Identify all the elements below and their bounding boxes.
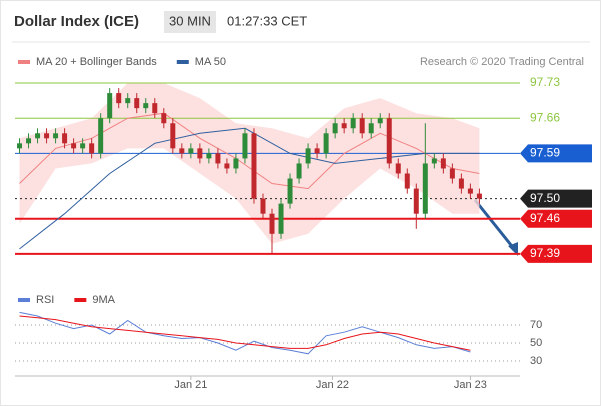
candle-body: [386, 118, 392, 164]
candle-body: [404, 173, 410, 189]
candle-body: [35, 133, 41, 139]
legend-swatch: [176, 60, 189, 64]
level-tag: [520, 189, 592, 208]
level-label: 97.73: [530, 75, 560, 89]
candle-body: [107, 93, 113, 119]
candle-body: [449, 168, 455, 179]
y-tick-label: 70: [530, 319, 542, 331]
time: 01:27:33 CET: [227, 13, 307, 28]
candle-body: [206, 153, 212, 159]
candle-body: [188, 148, 194, 154]
candle-body: [422, 163, 428, 214]
candle-body: [53, 133, 59, 139]
x-tick-label: Jan 23: [454, 379, 487, 391]
candle-body: [305, 148, 311, 164]
candle-body: [242, 133, 248, 159]
candle-body: [251, 133, 257, 199]
candle-body: [44, 133, 50, 139]
candle-body: [467, 188, 473, 194]
candle-body: [161, 113, 167, 124]
candle-body: [269, 213, 275, 234]
candle-body: [116, 93, 122, 104]
arrow-head: [508, 242, 518, 256]
candle-body: [359, 118, 365, 134]
candle-body: [296, 163, 302, 179]
legend-label: MA 50: [195, 56, 226, 68]
legend-label: 9MA: [92, 294, 115, 306]
candle-body: [17, 143, 23, 149]
candle-body: [458, 178, 464, 189]
candle-body: [62, 133, 68, 144]
candle-body: [278, 203, 284, 234]
candle-body: [215, 153, 221, 164]
candle-body: [350, 118, 356, 129]
rsi-line: [19, 311, 471, 355]
level-label: 97.46: [530, 211, 560, 225]
interval: 30 MIN: [169, 13, 211, 28]
level-tag: [520, 244, 592, 263]
level-tag: [520, 144, 592, 163]
candle-body: [98, 118, 104, 154]
y-tick-label: 50: [530, 337, 542, 349]
candle-body: [323, 133, 329, 154]
candle-body: [152, 103, 158, 114]
level-label: 97.50: [530, 191, 560, 205]
level-tag: [520, 209, 592, 228]
candle-body: [476, 193, 482, 199]
chart-title: Dollar Index (ICE): [14, 13, 139, 30]
candle-body: [260, 198, 266, 214]
level-label: 97.59: [530, 146, 560, 160]
candle-body: [287, 178, 293, 204]
candle-body: [71, 143, 77, 149]
candle-body: [179, 148, 185, 154]
candle-body: [341, 123, 347, 129]
candle-body: [89, 143, 95, 154]
candle-body: [143, 103, 149, 109]
legend-label: MA 20 + Bollinger Bands: [36, 56, 157, 68]
candle-body: [431, 158, 437, 164]
candle-body: [125, 98, 131, 104]
legend-swatch: [18, 60, 30, 64]
x-tick-label: Jan 22: [316, 379, 349, 391]
legend-swatch: [18, 298, 30, 302]
candle-body: [197, 148, 203, 159]
candle-body: [170, 123, 176, 149]
forecast-arrow: [473, 199, 517, 251]
candle-body: [26, 138, 32, 144]
legend-swatch: [74, 298, 87, 302]
candle-body: [314, 148, 320, 154]
interval-box: [164, 11, 216, 33]
candle-body: [440, 158, 446, 169]
rsi-line: [19, 315, 471, 351]
candle-body: [233, 158, 239, 169]
credit: Research © 2020 Trading Central: [420, 56, 584, 68]
candle-body: [368, 123, 374, 134]
level-label: 97.39: [530, 246, 560, 260]
candle-body: [413, 188, 419, 214]
candle-body: [134, 98, 140, 109]
legend-label: RSI: [36, 294, 54, 306]
candle-body: [395, 163, 401, 174]
level-label: 97.66: [530, 110, 560, 124]
candle-body: [224, 163, 230, 169]
x-tick-label: Jan 21: [174, 379, 207, 391]
candle-body: [377, 118, 383, 124]
candle-body: [332, 123, 338, 134]
y-tick-label: 30: [530, 355, 542, 367]
candle-body: [80, 143, 86, 149]
